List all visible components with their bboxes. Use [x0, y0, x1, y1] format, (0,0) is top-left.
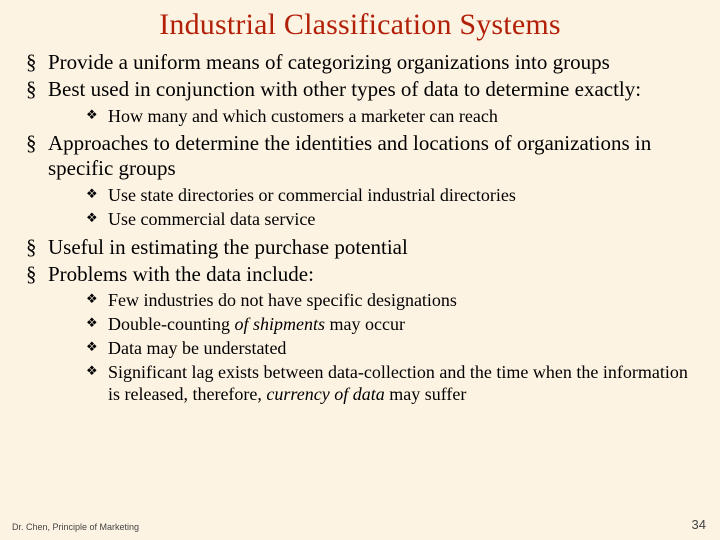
bullet-text: Useful in estimating the purchase potent… [48, 235, 408, 259]
slide: Industrial Classification Systems Provid… [0, 0, 720, 540]
bullet-text: Provide a uniform means of categorizing … [48, 50, 610, 74]
sub-bullet-item: Use commercial data service [86, 209, 694, 231]
sub-bullet-item: Significant lag exists between data-coll… [86, 362, 694, 406]
footer-author: Dr. Chen, Principle of Marketing [12, 522, 139, 532]
bullet-item: Useful in estimating the purchase potent… [26, 235, 694, 260]
bullet-item: Best used in conjunction with other type… [26, 77, 694, 128]
bullet-list-level2: How many and which customers a marketer … [48, 106, 694, 128]
bullet-item: Provide a uniform means of categorizing … [26, 50, 694, 75]
sub-bullet-text: may occur [325, 314, 405, 334]
sub-bullet-item: How many and which customers a marketer … [86, 106, 694, 128]
italic-text: of shipments [234, 314, 325, 334]
bullet-list-level2: Use state directories or commercial indu… [48, 185, 694, 231]
bullet-item: Approaches to determine the identities a… [26, 131, 694, 230]
sub-bullet-item: Data may be understated [86, 338, 694, 360]
sub-bullet-text: Data may be understated [108, 338, 286, 358]
sub-bullet-text: Use commercial data service [108, 209, 315, 229]
sub-bullet-item: Double-counting of shipments may occur [86, 314, 694, 336]
page-number: 34 [692, 517, 706, 532]
sub-bullet-text: may suffer [385, 384, 467, 404]
sub-bullet-item: Use state directories or commercial indu… [86, 185, 694, 207]
bullet-list-level1: Provide a uniform means of categorizing … [20, 50, 700, 406]
sub-bullet-text: How many and which customers a marketer … [108, 106, 498, 126]
bullet-text: Approaches to determine the identities a… [48, 131, 651, 180]
italic-text: currency of data [266, 384, 384, 404]
sub-bullet-item: Few industries do not have specific desi… [86, 290, 694, 312]
sub-bullet-text: Use state directories or commercial indu… [108, 185, 516, 205]
bullet-list-level2: Few industries do not have specific desi… [48, 290, 694, 406]
sub-bullet-text: Double-counting [108, 314, 234, 334]
sub-bullet-text: Few industries do not have specific desi… [108, 290, 457, 310]
bullet-text: Problems with the data include: [48, 262, 314, 286]
bullet-item: Problems with the data include: Few indu… [26, 262, 694, 407]
slide-title: Industrial Classification Systems [20, 8, 700, 42]
bullet-text: Best used in conjunction with other type… [48, 77, 641, 101]
